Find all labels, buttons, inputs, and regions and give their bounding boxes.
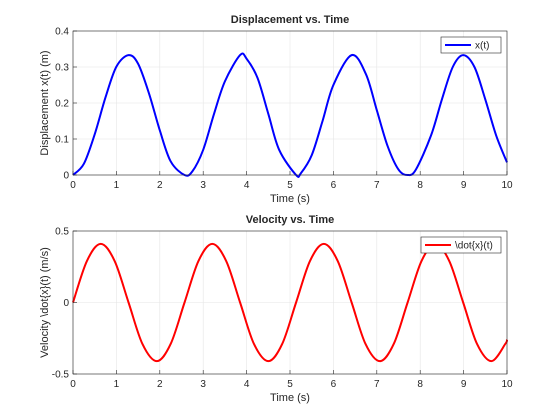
displacement-xtick-label-5: 5 [287, 180, 293, 191]
velocity-legend: \dot{x}(t) [420, 236, 502, 254]
displacement-panel: 0 1 2 3 4 5 6 7 8 9 10 0 0.1 0.2 0.3 0.4 Displacement v… [39, 14, 513, 205]
velocity-xtick-label-7: 7 [374, 379, 380, 390]
displacement-legend-label: x(t) [475, 41, 489, 52]
displacement-xtick-label-1: 1 [114, 180, 120, 191]
displacement-xtick-label-6: 6 [331, 180, 337, 191]
displacement-ytick-label-3: 0.3 [55, 63, 69, 74]
displacement-xtick-label-7: 7 [374, 180, 380, 191]
velocity-legend-label: \dot{x}(t) [455, 241, 493, 252]
displacement-xtick-label-0: 0 [70, 180, 76, 191]
velocity-ylabel: Velocity \dot{x}(t) (m/s) [39, 247, 51, 358]
displacement-xtick-label-4: 4 [244, 180, 250, 191]
velocity-xtick-label-1: 1 [114, 379, 120, 390]
displacement-xlabel: Time (s) [270, 193, 310, 205]
velocity-xtick-label-5: 5 [287, 379, 293, 390]
velocity-xtick-label-8: 8 [417, 379, 423, 390]
displacement-legend: x(t) [440, 36, 502, 54]
velocity-legend-box [420, 236, 502, 254]
velocity-xlabel: Time (s) [270, 392, 310, 404]
displacement-ylabel: Displacement x(t) (m) [39, 50, 51, 155]
displacement-xtick-label-9: 9 [461, 180, 467, 191]
displacement-xtick-label-10: 10 [501, 180, 513, 191]
displacement-xtick-label-2: 2 [157, 180, 163, 191]
velocity-xtick-label-2: 2 [157, 379, 163, 390]
velocity-ytick-label-2: 0.5 [55, 227, 69, 238]
velocity-xtick-label-3: 3 [200, 379, 206, 390]
displacement-ytick-label-2: 0.2 [55, 99, 69, 110]
displacement-ticks: 0 1 2 3 4 5 6 7 8 9 10 0 0.1 0.2 0.3 0.4 [55, 27, 513, 192]
velocity-ticks: 0 1 2 3 4 5 6 7 8 9 10-0.500.5 [52, 227, 513, 391]
displacement-series-line-0 [72, 52, 508, 179]
velocity-xtick-label-6: 6 [331, 379, 337, 390]
velocity-xtick-label-4: 4 [244, 379, 250, 390]
velocity-xtick-label-9: 9 [461, 379, 467, 390]
displacement-xtick-label-8: 8 [417, 180, 423, 191]
displacement-ytick-label-4: 0.4 [55, 27, 69, 38]
velocity-title: Velocity vs. Time [246, 214, 334, 226]
velocity-xtick-label-10: 10 [501, 379, 513, 390]
displacement-xtick-label-3: 3 [200, 180, 206, 191]
displacement-ytick-label-1: 0.1 [55, 135, 69, 146]
velocity-ytick-label-0: -0.5 [52, 370, 70, 381]
displacement-ytick-label-0: 0 [63, 171, 69, 182]
velocity-ytick-label-1: 0 [63, 298, 69, 309]
velocity-panel: 0 1 2 3 4 5 6 7 8 9 10-0.500.5 Velocity vs. Time T… [39, 214, 513, 404]
displacement-series [72, 52, 508, 179]
velocity-xtick-label-0: 0 [70, 379, 76, 390]
displacement-title: Displacement vs. Time [231, 14, 349, 26]
